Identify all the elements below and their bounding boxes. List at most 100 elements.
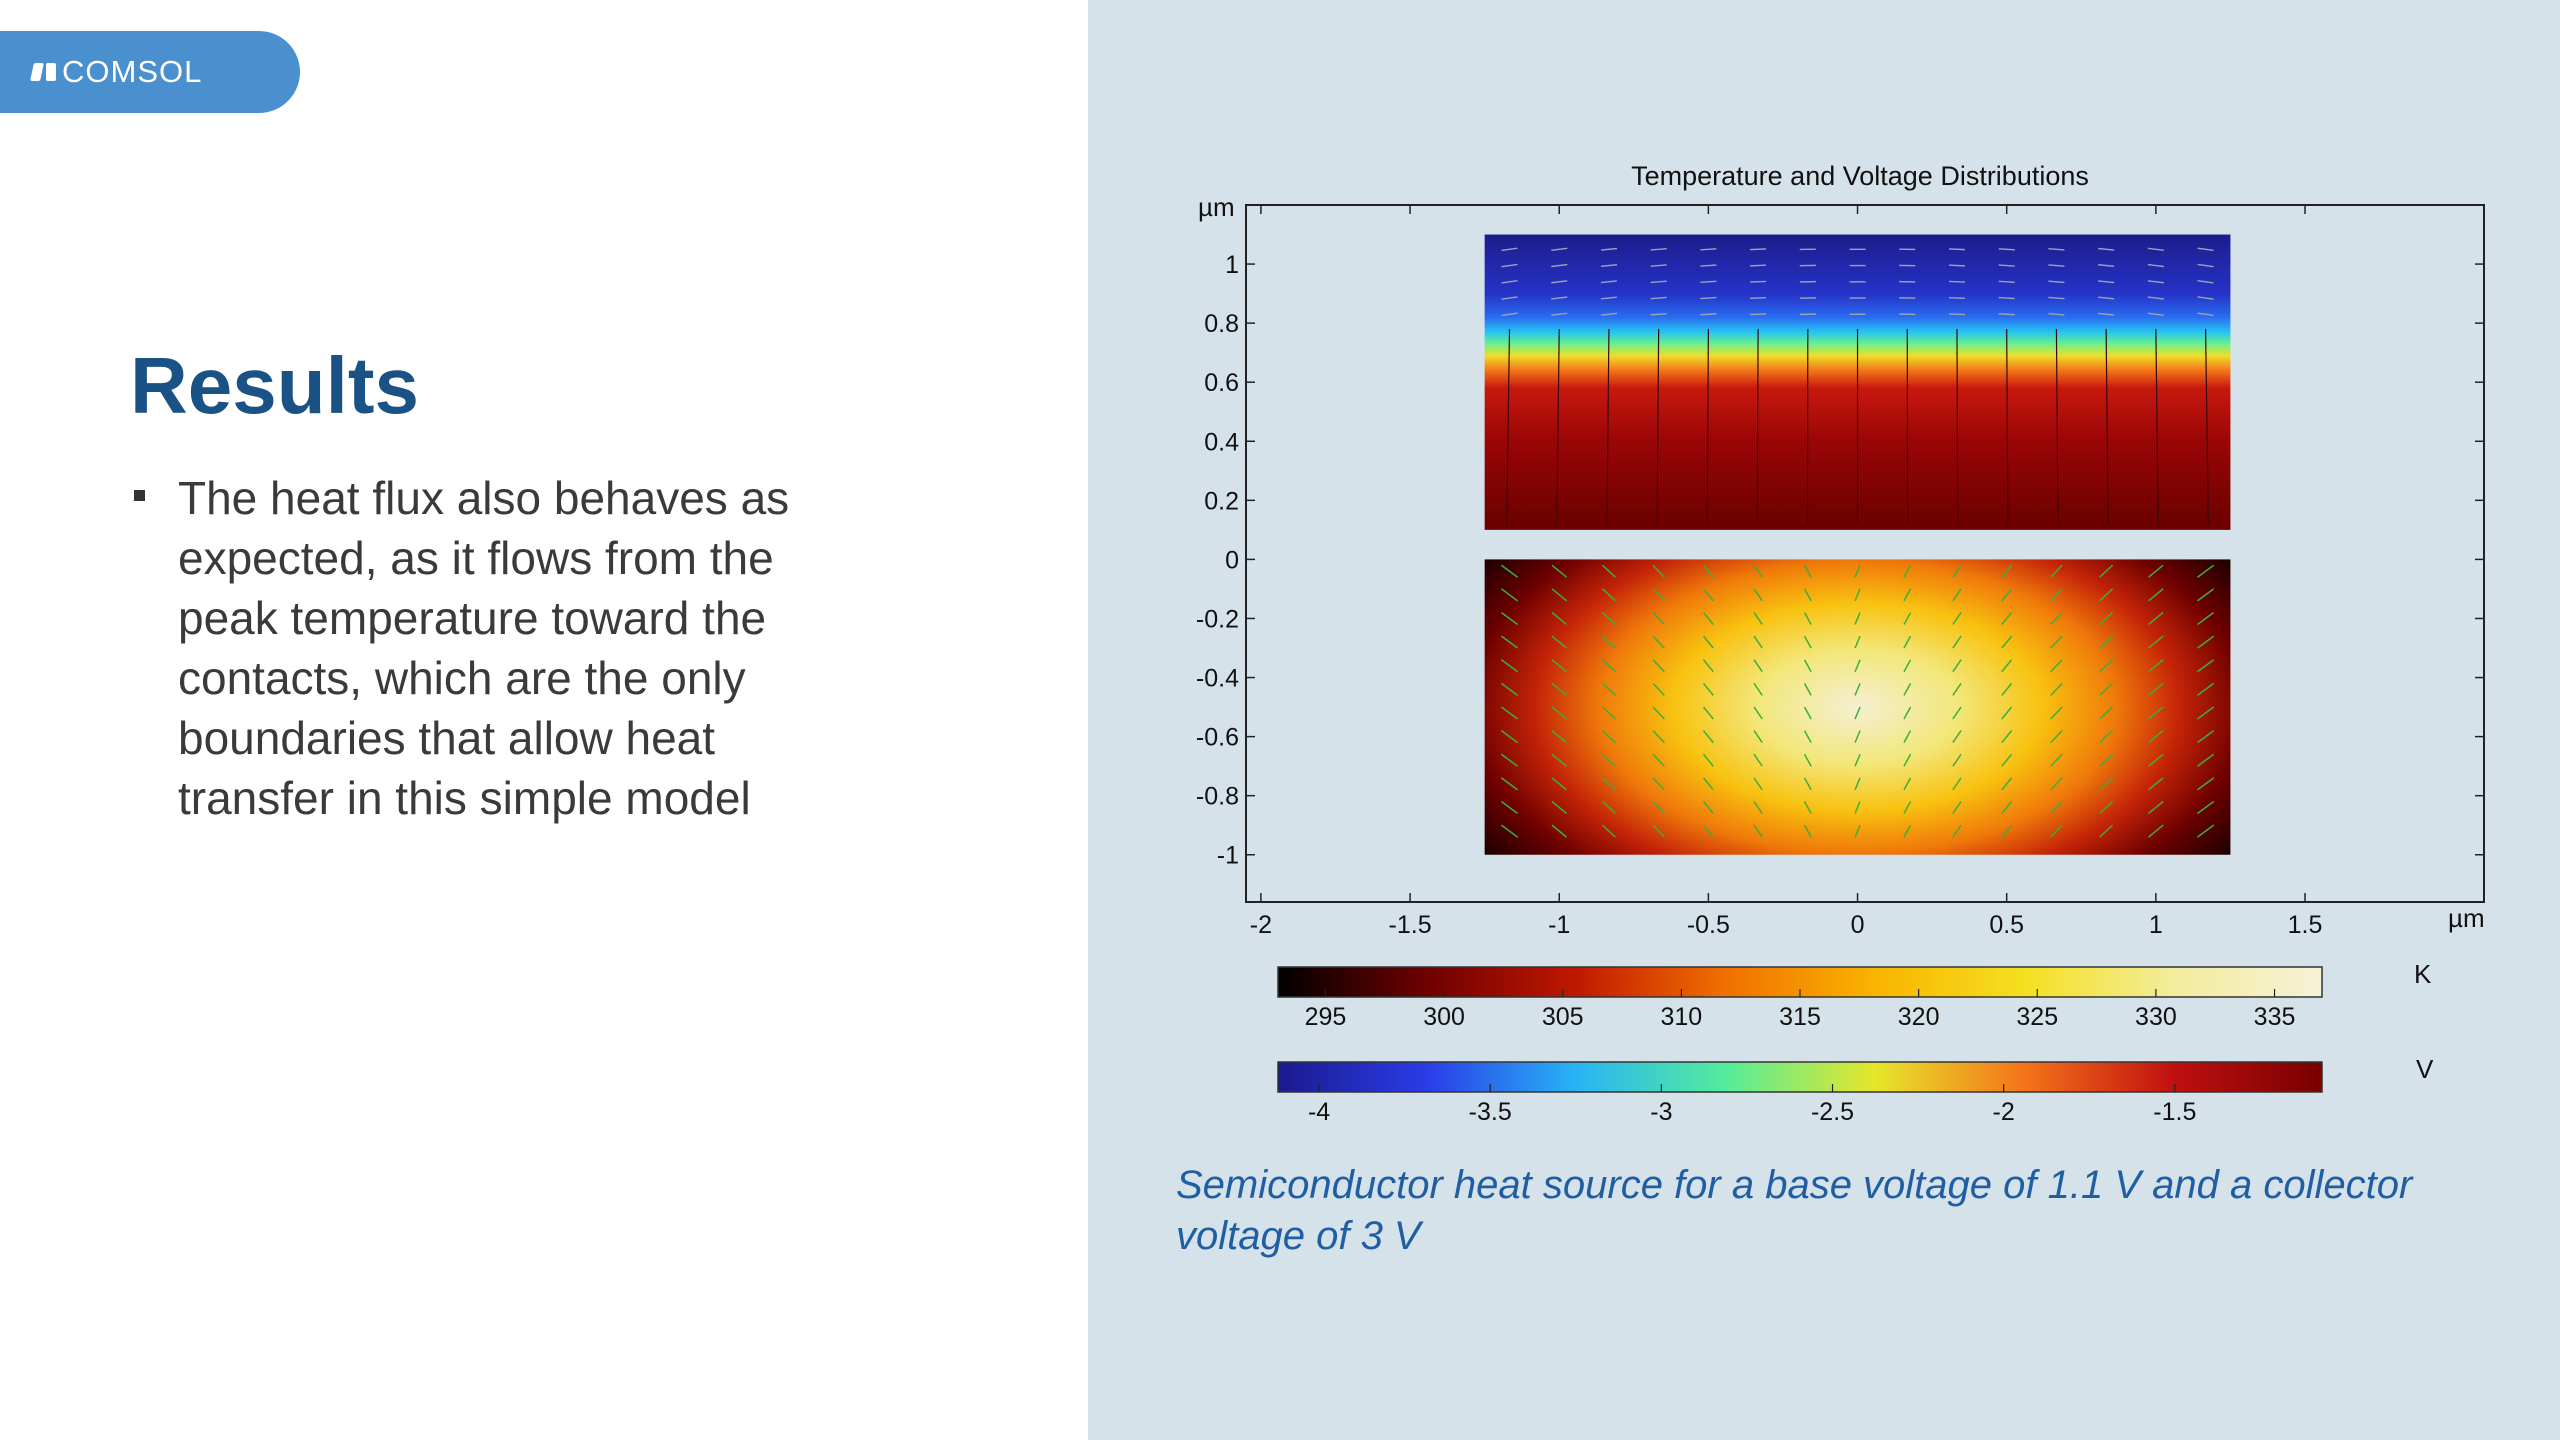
voltage-unit: V — [2416, 1054, 2434, 1084]
current-arrow — [1501, 279, 1518, 284]
current-arrow — [2048, 296, 2065, 300]
current-arrow — [1650, 296, 1667, 300]
heat-flux-arrow — [1753, 612, 1763, 625]
current-arrow — [2048, 312, 2065, 316]
current-arrow — [1750, 297, 1767, 300]
heat-flux-arrow — [1753, 753, 1763, 767]
voltage-colorbar: -4 -3.5 -3 -2.5 -2 -1.5 V — [1277, 1054, 2434, 1126]
colorbar-tick-label: -1.5 — [2153, 1098, 2196, 1126]
heat-flux-arrow — [1652, 800, 1665, 815]
heat-flux-arrow — [2197, 706, 2215, 720]
heat-flux-arrow — [1753, 824, 1763, 838]
current-arrow — [1700, 248, 1717, 251]
heat-flux-arrow — [2148, 611, 2164, 626]
heat-flux-arrow — [1903, 824, 1912, 838]
current-arrow — [1501, 312, 1518, 317]
current-streamline — [2204, 329, 2209, 524]
heat-flux-arrow — [1702, 801, 1714, 814]
current-arrow — [1948, 313, 1966, 316]
heat-flux-arrow — [1854, 612, 1861, 625]
heat-flux-arrow — [1952, 824, 1962, 838]
heat-flux-arrow — [2197, 824, 2215, 838]
heat-flux-arrow — [1903, 730, 1912, 743]
current-arrow — [1501, 247, 1518, 252]
colorbar-tick-label: 300 — [1423, 1003, 1465, 1031]
heat-flux-arrow — [2050, 824, 2063, 838]
temperature-colorbar-bar — [1277, 966, 2323, 998]
colorbar-tick-label: 330 — [2135, 1003, 2177, 1031]
heat-flux-arrow — [2099, 800, 2114, 815]
temperature-colorbar-ticks: 295 300 305 310 315 320 325 330 335 — [1305, 989, 2296, 1031]
heat-flux-arrow — [1601, 706, 1616, 720]
heat-flux-arrow — [1952, 753, 1962, 767]
heat-flux-arrow — [1500, 800, 1519, 815]
current-arrow — [1551, 263, 1568, 268]
current-arrow — [2147, 312, 2164, 316]
current-arrow — [2197, 247, 2214, 252]
voltage-colorbar-ticks: -4 -3.5 -3 -2.5 -2 -1.5 — [1308, 1084, 2196, 1126]
heat-flux-arrow — [1803, 753, 1812, 767]
heat-flux-arrow — [1803, 659, 1812, 673]
heat-flux-arrow — [1652, 777, 1665, 791]
heat-flux-arrow — [1952, 588, 1962, 602]
heat-flux-arrow — [1854, 777, 1861, 791]
heat-flux-arrow — [1601, 564, 1616, 578]
heat-flux-arrow — [2050, 800, 2063, 815]
heat-flux-arrow — [1854, 683, 1861, 696]
y-tick-label: 0.2 — [1204, 487, 1239, 515]
x-tick-label: 0 — [1851, 911, 1865, 939]
current-arrow — [1750, 264, 1767, 267]
heat-flux-arrow — [2001, 635, 2013, 649]
heat-flux-arrow — [1652, 730, 1665, 744]
plot-axes-frame — [1245, 204, 2485, 903]
heat-flux-arrow — [2001, 801, 2013, 814]
heat-flux-arrow — [1753, 635, 1763, 649]
y-tick-label: 0 — [1225, 546, 1239, 574]
bullet-list: The heat flux also behaves as expected, … — [130, 468, 850, 828]
current-arrow — [1551, 312, 1568, 316]
current-streamline — [1656, 329, 1660, 524]
heat-flux-arrow — [1601, 824, 1616, 838]
heat-flux-arrow — [2099, 635, 2114, 649]
current-arrow — [1998, 280, 2015, 283]
logo-text: COMSOL — [62, 54, 203, 89]
heat-flux-arrow — [1803, 777, 1812, 791]
current-arrow — [2048, 247, 2065, 251]
heat-flux-arrow — [1803, 824, 1812, 838]
current-arrow — [1998, 313, 2015, 316]
heat-flux-arrow — [1903, 659, 1912, 673]
current-arrow — [1600, 296, 1618, 300]
current-arrow — [1700, 296, 1717, 300]
colorbar-tick-label: 335 — [2254, 1003, 2296, 1031]
heat-flux-arrow — [1500, 753, 1519, 767]
heat-flux-arrow — [2148, 682, 2164, 696]
heat-flux-arrow — [1652, 682, 1665, 696]
heat-flux-arrow — [1702, 682, 1714, 696]
current-arrow — [2098, 312, 2115, 316]
heat-flux-arrow — [1500, 730, 1519, 744]
current-arrow — [1700, 313, 1717, 316]
heat-flux-arrow — [1652, 706, 1665, 720]
heat-flux-arrow — [1601, 800, 1616, 815]
temperature-voltage-plot: -2 -1.5 -1 -0.5 0 0.5 1 1.5 10.80.60.40.20-0.2-… — [1196, 161, 2485, 1126]
heat-flux-arrow — [2001, 682, 2013, 696]
bullet-item: The heat flux also behaves as expected, … — [130, 468, 850, 828]
heat-flux-arrow — [1903, 753, 1912, 767]
heat-flux-arrow — [2197, 659, 2215, 673]
heat-flux-arrow — [1952, 564, 1962, 578]
y-tick-label: 1 — [1225, 251, 1239, 279]
current-arrow — [2147, 280, 2164, 284]
heat-flux-arrow — [2001, 659, 2013, 673]
heat-flux-arrow — [1854, 706, 1861, 720]
x-tick-label: -2 — [1250, 911, 1272, 939]
heat-flux-arrow — [2050, 564, 2063, 578]
y-axis-unit: µm — [1198, 192, 1235, 222]
heat-flux-arrow — [1854, 730, 1861, 743]
y-tick-label: -0.6 — [1196, 724, 1239, 752]
heat-flux-arrow — [1652, 824, 1665, 838]
current-arrow — [2147, 247, 2164, 251]
heat-flux-arrow — [2050, 753, 2063, 767]
y-tick-label: 0.8 — [1204, 310, 1239, 338]
heat-flux-arrow — [2099, 682, 2114, 696]
current-arrow — [2197, 296, 2214, 300]
